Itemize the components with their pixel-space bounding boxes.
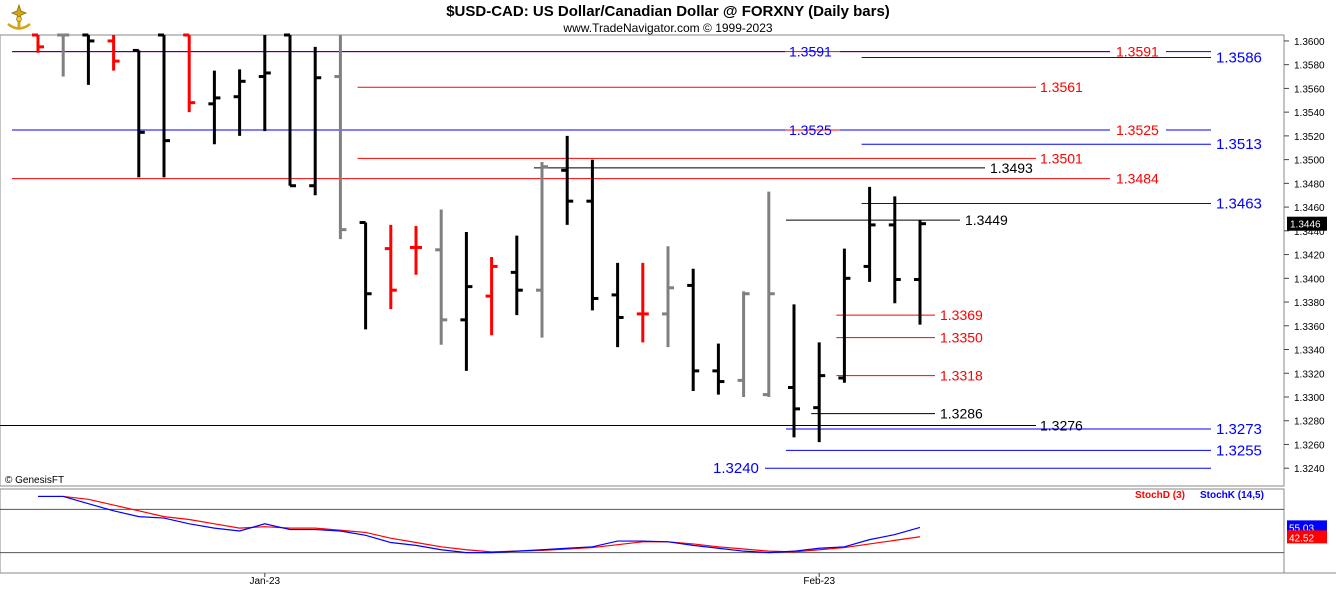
level-label: 1.3501 <box>1040 150 1083 166</box>
y-tick-label: 1.3320 <box>1294 369 1325 380</box>
level-label: 1.3525 <box>789 122 832 138</box>
ohlc-bar <box>888 196 901 304</box>
level-label: 1.3463 <box>1216 196 1262 213</box>
watermark: © GenesisFT <box>5 475 64 486</box>
y-tick-label: 1.3260 <box>1294 440 1325 451</box>
stoch-d-value: 42.52 <box>1289 533 1314 544</box>
y-tick-label: 1.3480 <box>1294 179 1325 190</box>
ohlc-bar <box>737 291 750 397</box>
last-price-label: 1.3446 <box>1290 220 1321 231</box>
price-axis: 1.3600 1.3580 1.3560 1.3540 1.3520 1.3500 1.34… <box>1284 37 1327 475</box>
y-tick-label: 1.3360 <box>1294 322 1325 333</box>
y-tick-label: 1.3540 <box>1294 108 1325 119</box>
ohlc-bar <box>233 69 246 136</box>
ohlc-bar <box>586 159 599 311</box>
stoch-d-line <box>38 495 921 553</box>
y-tick-label: 1.3240 <box>1294 464 1325 475</box>
chart-header: $USD-CAD: US Dollar/Canadian Dollar @ FO… <box>0 0 1336 36</box>
level-label: 1.3255 <box>1216 442 1262 459</box>
ohlc-bar <box>712 343 725 395</box>
level-label: 1.3561 <box>1040 79 1083 95</box>
ohlc-bar <box>309 46 322 196</box>
y-tick-label: 1.3560 <box>1294 84 1325 95</box>
ohlc-bar <box>762 191 775 397</box>
level-label: 1.3318 <box>940 368 983 384</box>
level-label: 1.3449 <box>965 212 1008 228</box>
ohlc-bar <box>57 33 70 77</box>
stoch-d-legend: StochD (3) <box>1135 490 1185 501</box>
ohlc-bar <box>863 186 876 282</box>
y-tick-label: 1.3340 <box>1294 346 1325 357</box>
ohlc-bar <box>284 33 296 188</box>
ohlc-bar <box>510 235 523 316</box>
level-label: 1.3286 <box>940 406 983 422</box>
x-tick-label: Feb-23 <box>803 576 835 587</box>
ohlc-bar <box>636 262 649 343</box>
level-label: 1.3276 <box>1040 417 1083 433</box>
ohlc-bar <box>813 342 826 443</box>
ohlc-bar <box>107 35 120 71</box>
level-label: 1.3591 <box>1116 44 1159 60</box>
level-label: 1.3493 <box>990 160 1033 176</box>
y-tick-label: 1.3600 <box>1294 37 1325 48</box>
ohlc-bar <box>132 48 145 178</box>
chart-title: $USD-CAD: US Dollar/Canadian Dollar @ FO… <box>446 3 890 20</box>
ohlc-bar <box>208 70 221 145</box>
ohlc-bar <box>485 256 498 336</box>
stoch-k-badge <box>1287 520 1327 534</box>
level-label: 1.3586 <box>1216 50 1262 67</box>
ohlc-bar <box>32 33 44 53</box>
ohlc-bar <box>788 304 800 438</box>
level-label: 1.3513 <box>1216 136 1262 153</box>
ohlc-bar <box>183 33 196 113</box>
ohlc-bar <box>359 221 372 330</box>
ohlc-bar <box>536 161 548 338</box>
y-tick-label: 1.3380 <box>1294 298 1325 309</box>
y-tick-label: 1.3500 <box>1294 156 1325 167</box>
level-label: 1.3240 <box>713 460 759 477</box>
ohlc-bar <box>914 220 926 325</box>
ohlc-bar <box>611 262 624 348</box>
ohlc-bar <box>460 232 473 371</box>
ohlc-bar <box>410 226 422 275</box>
x-tick-label: Jan-23 <box>250 576 281 587</box>
indicator-panel-frame <box>0 488 1285 574</box>
ohlc-bar <box>334 35 347 240</box>
stoch-k-legend: StochK (14,5) <box>1200 490 1264 501</box>
ohlc-bar <box>838 248 851 383</box>
y-tick-label: 1.3580 <box>1294 61 1325 72</box>
time-axis: Jan-23 Feb-23 <box>250 573 835 587</box>
y-tick-label: 1.3420 <box>1294 251 1325 262</box>
y-tick-label: 1.3460 <box>1294 203 1325 214</box>
ohlc-bar <box>258 35 271 132</box>
price-bars <box>32 33 926 443</box>
stoch-k-line <box>38 495 921 554</box>
stoch-k-value: 55.03 <box>1289 523 1314 534</box>
ohlc-bar <box>82 33 95 85</box>
y-tick-label: 1.3280 <box>1294 417 1325 428</box>
level-label: 1.3525 <box>1116 122 1159 138</box>
stoch-d-badge <box>1287 530 1327 544</box>
level-label: 1.3273 <box>1216 421 1262 438</box>
level-label: 1.3484 <box>1116 171 1159 187</box>
y-tick-label: 1.3520 <box>1294 132 1325 143</box>
level-label: 1.3369 <box>940 307 983 323</box>
y-tick-label: 1.3300 <box>1294 393 1325 404</box>
ohlc-bar <box>687 268 700 392</box>
ohlc-bar <box>561 135 574 225</box>
last-price-badge <box>1287 216 1327 231</box>
price-levels: 1.3591 1.3591 1.3586 1.3561 1.3525 1.3525 1.35… <box>0 44 1262 477</box>
ohlc-bar <box>435 209 448 345</box>
chart-subtitle: www.TradeNavigator.com © 1999-2023 <box>563 21 773 35</box>
ohlc-bar <box>158 33 170 178</box>
y-tick-label: 1.3440 <box>1294 227 1325 238</box>
y-tick-label: 1.3400 <box>1294 274 1325 285</box>
ohlc-bar <box>384 224 397 310</box>
level-label: 1.3591 <box>789 44 832 60</box>
trade-navigator-logo-icon <box>7 3 31 30</box>
level-label: 1.3350 <box>940 330 983 346</box>
ohlc-bar <box>662 246 674 348</box>
